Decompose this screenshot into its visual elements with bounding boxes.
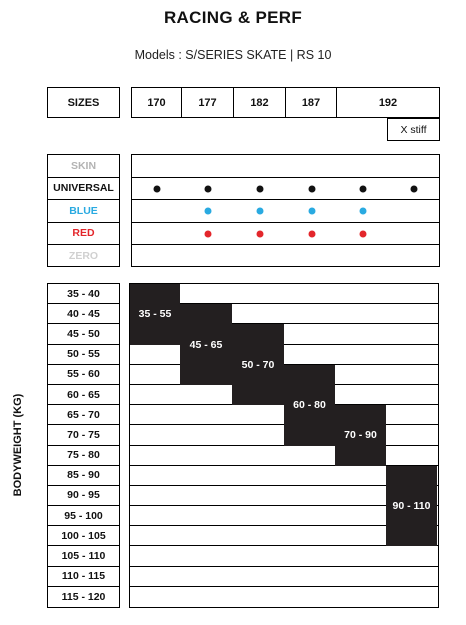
- bodyweight-row: [130, 486, 438, 507]
- bodyweight-label: 100 - 105: [48, 526, 119, 547]
- model-row-skin: [132, 155, 439, 178]
- model-dot: [256, 185, 264, 193]
- bodyweight-row: [130, 526, 438, 547]
- bodyweight-label: 85 - 90: [48, 466, 119, 486]
- bodyweight-label: 50 - 55: [48, 345, 119, 365]
- page-title: RACING & PERF: [163, 8, 302, 27]
- bodyweight-row: [130, 567, 438, 587]
- bodyweight-label: 115 - 120: [61, 590, 106, 603]
- sizes-row: 170 177 182 187 192: [131, 87, 440, 118]
- bodyweight-labels: 35 - 40 40 - 45 45 - 50 50 - 55 55 - 60 60 - …: [47, 283, 120, 608]
- bodyweight-range-block: 45 - 65: [180, 304, 232, 385]
- bodyweight-row: [130, 466, 438, 486]
- bodyweight-label: 75 - 80: [48, 446, 119, 466]
- bodyweight-axis-label: BODYWEIGHT (KG): [8, 380, 28, 510]
- model-dot: [256, 230, 264, 238]
- bodyweight-label: 70 - 75: [48, 425, 119, 446]
- bodyweight-label: 95 - 100: [48, 506, 119, 527]
- bodyweight-row: [130, 587, 438, 607]
- bodyweight-label: 90 - 95: [48, 486, 119, 507]
- model-dot: [410, 185, 417, 193]
- bodyweight-range-block: 50 - 70: [232, 324, 284, 406]
- model-dot: [308, 230, 315, 238]
- model-label-red: RED: [48, 223, 119, 245]
- bodyweight-label: 110 - 115: [48, 567, 119, 587]
- bodyweight-range-block: 70 - 90: [335, 405, 386, 466]
- model-dot: [359, 230, 366, 238]
- bodyweight-row: [130, 446, 438, 466]
- bodyweight-row: [130, 546, 438, 567]
- bodyweight-row: [130, 324, 438, 345]
- model-label-universal: UNIVERSAL: [48, 178, 119, 200]
- size-177: 177: [182, 88, 234, 117]
- bodyweight-label: 55 - 60: [48, 365, 119, 385]
- model-dot: [256, 207, 264, 215]
- bodyweight-grid: 35 - 55 45 - 65 50 - 70 60 - 80 70 - 90 90 - …: [129, 283, 439, 608]
- bodyweight-row: [130, 284, 438, 305]
- model-dot: [204, 185, 212, 193]
- model-row-red: [132, 223, 439, 245]
- model-dot: [359, 185, 366, 193]
- bodyweight-label: 40 - 45: [48, 304, 119, 325]
- model-label-skin: SKIN: [48, 155, 119, 178]
- model-row-universal: [132, 178, 439, 200]
- bodyweight-range-block: 60 - 80: [284, 364, 335, 446]
- model-label-zero: ZERO: [68, 250, 99, 263]
- models-subtitle: Models : S/SERIES SKATE | RS 10: [134, 48, 332, 62]
- bodyweight-label: 65 - 70: [48, 405, 119, 426]
- model-dot: [153, 185, 161, 193]
- bodyweight-range-block: 90 - 110: [386, 465, 437, 547]
- model-dot: [204, 207, 212, 215]
- bodyweight-axis-text: BODYWEIGHT (KG): [12, 393, 24, 497]
- bodyweight-label: 35 - 40: [48, 284, 119, 305]
- bodyweight-label: 105 - 110: [48, 546, 119, 567]
- size-182: 182: [234, 88, 286, 117]
- bodyweight-row: [130, 345, 438, 365]
- bodyweight-row: [130, 304, 438, 325]
- models-grid: [131, 154, 440, 267]
- bodyweight-label: 45 - 50: [48, 324, 119, 345]
- model-row-blue: [132, 200, 439, 223]
- x-stiff-note: X stiff: [387, 118, 440, 141]
- models-labels: SKIN UNIVERSAL BLUE RED ZERO: [47, 154, 120, 267]
- size-192: 192: [378, 96, 398, 109]
- bodyweight-range-block: 35 - 55: [130, 284, 180, 345]
- sizes-label: SIZES: [47, 87, 120, 118]
- model-dot: [308, 185, 315, 193]
- size-170: 170: [132, 88, 182, 117]
- model-dot: [204, 230, 212, 238]
- model-row-zero: [132, 245, 439, 268]
- model-dot: [308, 207, 315, 215]
- bodyweight-row: [130, 506, 438, 527]
- model-label-blue: BLUE: [48, 200, 119, 223]
- size-187: 187: [286, 88, 337, 117]
- bodyweight-label: 60 - 65: [48, 385, 119, 406]
- model-dot: [359, 207, 366, 215]
